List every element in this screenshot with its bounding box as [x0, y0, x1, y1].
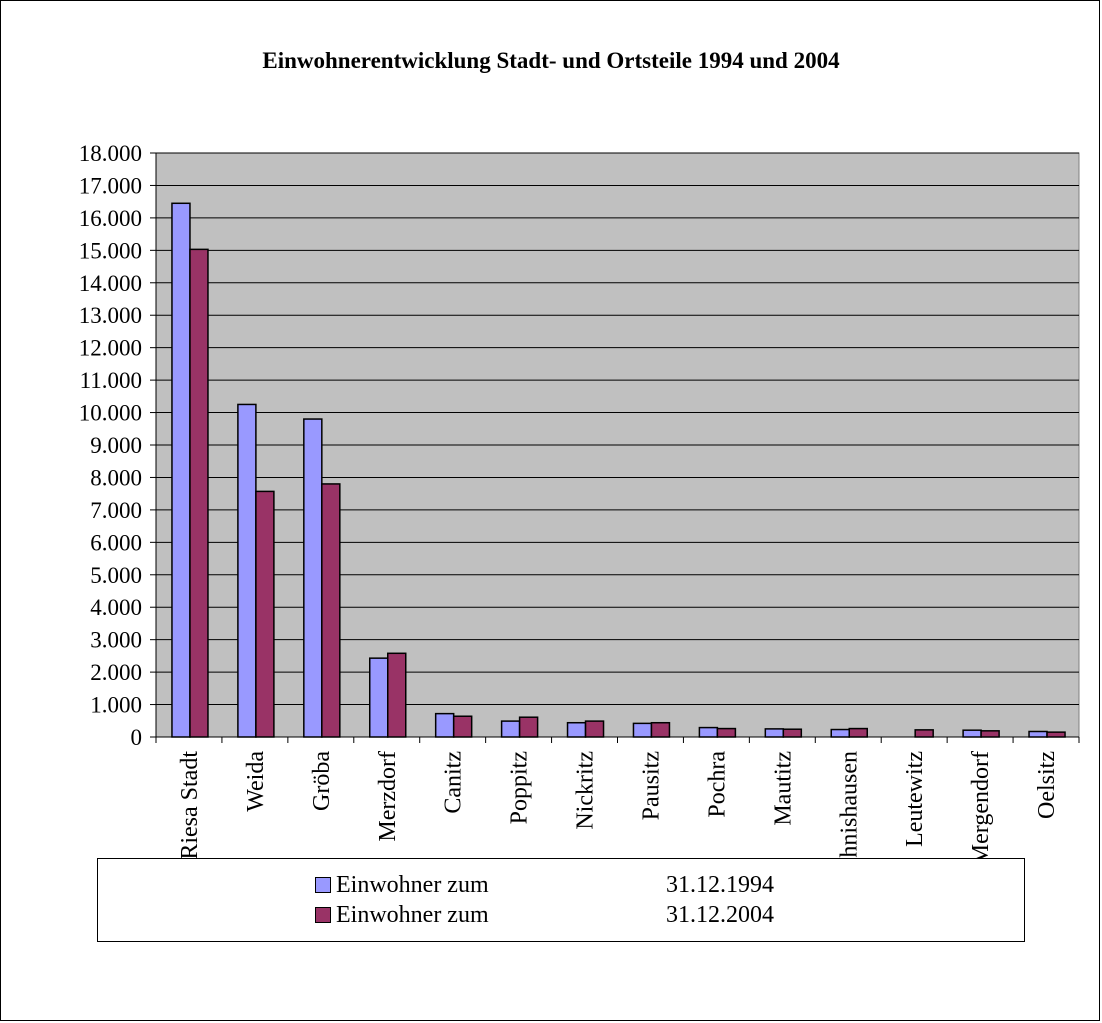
bar — [1046, 731, 1066, 738]
y-tick-label: 16.000 — [79, 206, 142, 231]
y-tick-label: 2.000 — [90, 660, 142, 685]
bar — [237, 403, 257, 738]
x-tick-label: Riesa Stadt — [177, 751, 203, 860]
y-tick-label: 4.000 — [90, 595, 142, 620]
y-tick-label: 6.000 — [90, 530, 142, 555]
bar — [848, 727, 868, 738]
legend-swatch-2004 — [315, 907, 331, 923]
legend-date-2004: 31.12.2004 — [666, 901, 774, 928]
y-tick-label: 14.000 — [79, 271, 142, 296]
legend-label-2004: Einwohner zum — [336, 901, 489, 928]
y-tick-label: 5.000 — [90, 563, 142, 588]
bar — [632, 722, 653, 738]
chart-title: Einwohnerentwicklung Stadt- und Ortsteil… — [262, 48, 840, 73]
y-tick-label: 8.000 — [90, 465, 142, 490]
x-tick-label: Gröba — [309, 751, 335, 811]
legend-entry-1994: Einwohner zum 31.12.1994 — [315, 871, 774, 899]
y-tick-label: 12.000 — [79, 336, 142, 361]
bar — [189, 248, 209, 738]
y-tick-label: 13.000 — [79, 303, 142, 328]
bar — [962, 729, 982, 738]
y-tick-label: 3.000 — [90, 628, 142, 653]
bar — [518, 716, 539, 738]
y-tick-label: 11.000 — [80, 368, 142, 393]
bar — [434, 712, 455, 738]
y-tick-label: 17.000 — [79, 173, 142, 198]
y-tick-label: 9.000 — [90, 433, 142, 458]
legend: Einwohner zum 31.12.1994 Einwohner zum 3… — [97, 858, 1025, 942]
y-tick-label: 10.000 — [79, 401, 142, 426]
y-tick-labels: 0 1.000 2.000 3.000 4.000 5.000 6.000 7.000 8.00… — [79, 141, 142, 750]
bar — [387, 652, 407, 738]
bar — [452, 715, 473, 738]
legend-entry-2004: Einwohner zum 31.12.2004 — [315, 901, 774, 929]
bar — [584, 720, 605, 738]
legend-label-1994: Einwohner zum — [336, 871, 489, 898]
bar — [716, 727, 737, 738]
legend-date-1994: 31.12.1994 — [666, 871, 774, 898]
x-tick-label: Poppitz — [507, 751, 533, 824]
bar — [830, 728, 850, 738]
bar — [1028, 730, 1048, 738]
y-tick-label: 0 — [131, 725, 143, 750]
bar — [698, 726, 719, 738]
x-tick-label: Pochra — [704, 751, 730, 818]
bar — [764, 728, 785, 738]
y-tick-label: 15.000 — [79, 238, 142, 263]
x-tick-label: Jahnishausen — [836, 751, 862, 878]
y-tick-label: 18.000 — [79, 141, 142, 166]
x-tick-label: Leutewitz — [902, 751, 928, 847]
x-tick-label: Canitz — [441, 751, 467, 814]
axes — [150, 152, 1080, 743]
x-tick-label: Nickritz — [573, 751, 599, 830]
legend-swatch-1994 — [315, 877, 331, 893]
x-tick-label: Mergendorf — [968, 751, 994, 865]
bar — [321, 483, 341, 738]
bar — [171, 202, 191, 738]
bar — [782, 728, 803, 738]
bar — [303, 418, 323, 738]
bar — [369, 657, 389, 738]
bar — [980, 730, 1000, 738]
bar — [255, 490, 275, 738]
x-tick-labels: Riesa Stadt Weida Gröba Merzdorf Canitz Poppi… — [177, 751, 1060, 878]
x-tick-label: Pausitz — [638, 751, 664, 820]
x-tick-label: Oelsitz — [1034, 751, 1060, 819]
bar — [500, 720, 521, 738]
x-tick-label: Weida — [243, 751, 269, 812]
x-tick-label: Merzdorf — [375, 751, 401, 842]
bar — [566, 721, 587, 738]
bar — [914, 729, 934, 738]
bar — [650, 721, 671, 738]
y-tick-label: 1.000 — [90, 693, 142, 718]
bars — [171, 202, 1066, 738]
x-tick-label: Mautitz — [770, 751, 796, 826]
y-tick-label: 7.000 — [90, 498, 142, 523]
